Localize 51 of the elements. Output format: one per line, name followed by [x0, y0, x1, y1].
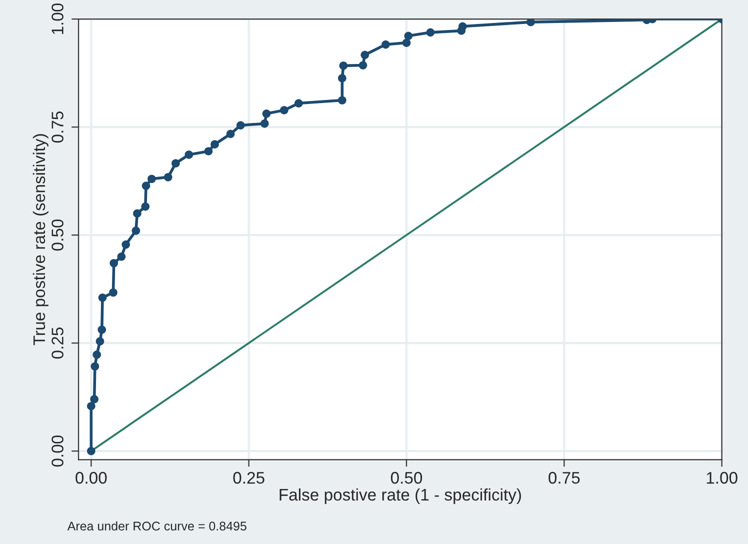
point — [358, 61, 368, 70]
point — [458, 22, 467, 31]
point — [92, 350, 101, 359]
point — [117, 252, 126, 261]
y-tick-label: 0.50 — [52, 219, 64, 251]
point — [236, 121, 245, 130]
y-tick-label: 1.00 — [52, 3, 64, 34]
x-tick-label: 0.00 — [76, 472, 107, 484]
point — [86, 446, 96, 456]
x-tick-label: 0.50 — [390, 472, 422, 484]
point — [98, 294, 107, 302]
point — [404, 32, 413, 40]
point — [280, 106, 288, 114]
point — [338, 74, 346, 82]
point — [226, 130, 235, 138]
point — [133, 209, 142, 218]
point — [262, 109, 271, 118]
point — [122, 240, 130, 249]
text: Area under ROC curve = 0.8495 — [67, 521, 246, 531]
point — [338, 96, 346, 104]
point — [294, 99, 303, 108]
x-tick-label: 0.25 — [233, 472, 264, 484]
point — [382, 40, 390, 49]
point — [526, 19, 535, 26]
point — [360, 50, 370, 60]
point — [86, 402, 96, 410]
point — [110, 258, 118, 268]
point — [204, 147, 213, 156]
point — [90, 395, 98, 404]
x-tick-label: 1.00 — [706, 472, 738, 484]
point — [426, 28, 435, 37]
point — [148, 174, 156, 184]
point — [402, 38, 411, 47]
point — [339, 62, 348, 70]
point — [164, 172, 172, 182]
x-tick-label: 0.75 — [548, 472, 580, 484]
point — [210, 140, 219, 148]
x-axis-title: False postive rate (1 - specificity) — [280, 488, 521, 504]
point — [90, 362, 100, 371]
point — [184, 150, 194, 159]
point — [132, 226, 140, 235]
y-tick-label: 0.75 — [52, 112, 64, 143]
point — [260, 119, 269, 128]
point — [109, 288, 118, 297]
point — [98, 325, 106, 334]
point — [142, 182, 150, 190]
point — [141, 202, 150, 211]
y-tick-label: 0.25 — [52, 328, 64, 359]
y-axis-title: True postive rate (sensitivity) — [32, 134, 48, 346]
point — [96, 337, 104, 346]
point — [171, 159, 180, 168]
